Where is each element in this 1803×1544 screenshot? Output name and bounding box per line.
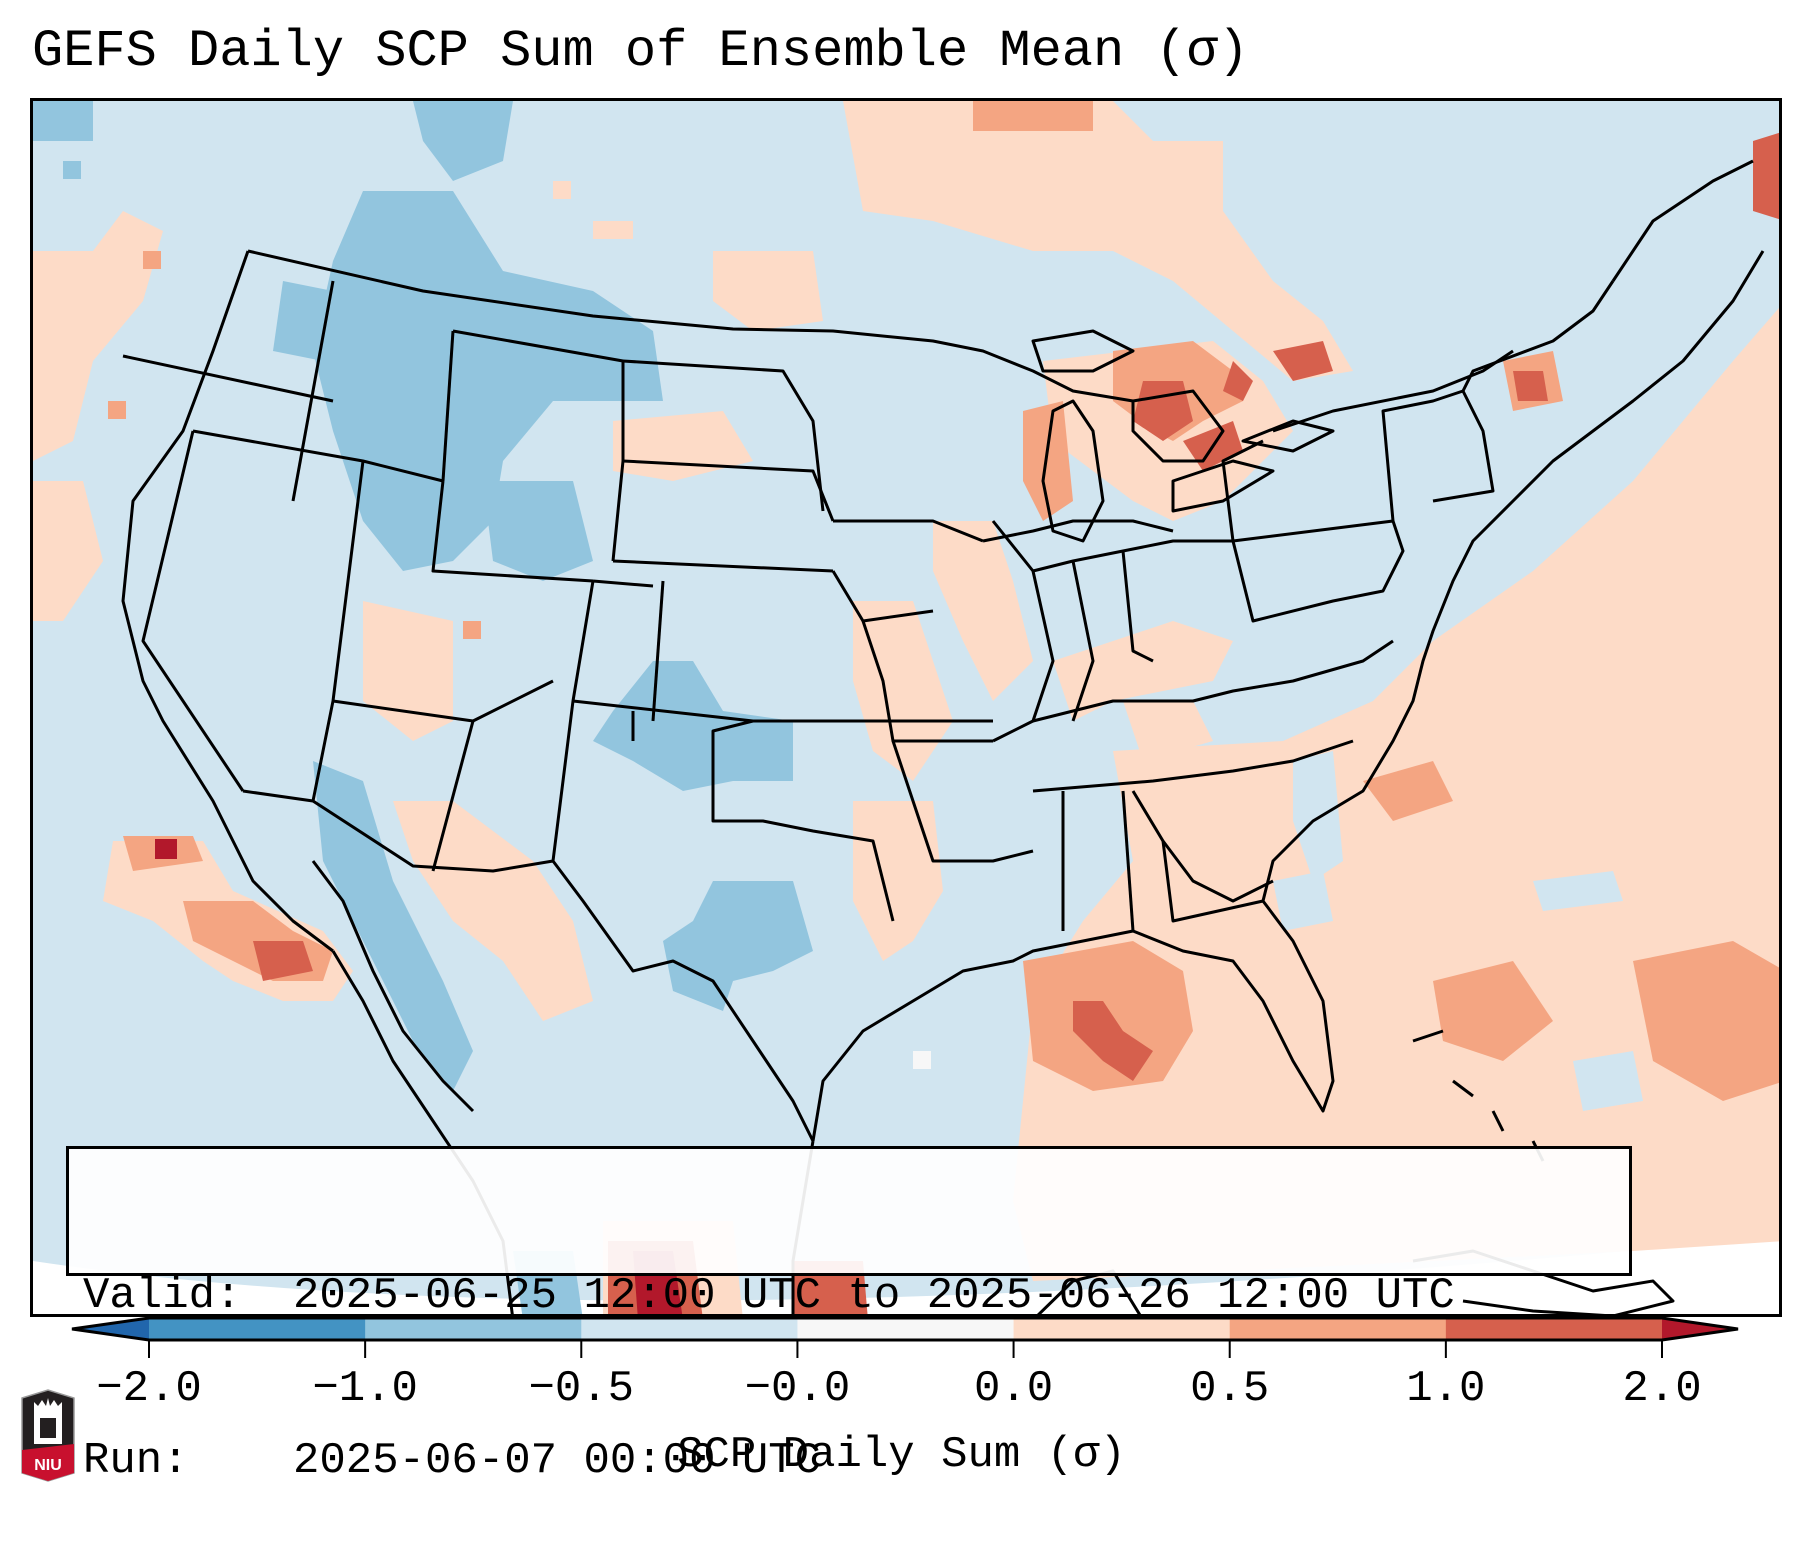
patch-neg: [63, 161, 81, 179]
patch-neg: [273, 281, 333, 361]
colorbar-tick-label: −0.0: [744, 1364, 851, 1414]
colorbar-bin: [581, 1318, 798, 1340]
run-label: Run:: [83, 1436, 189, 1486]
logo-battlements: [34, 1398, 62, 1410]
logo-shield-bottom: [22, 1444, 74, 1481]
colorbar-extend-min: [72, 1318, 149, 1340]
patch-pos: [1363, 761, 1453, 821]
patch-pos: [973, 101, 1093, 131]
patch-neg: [313, 761, 473, 1091]
patch-pos: [1753, 132, 1779, 220]
patch-neg: [593, 661, 793, 791]
patch-neg: [483, 481, 593, 581]
colorbar-tick-label: 2.0: [1622, 1364, 1702, 1414]
run-row: Run: 2025-06-07 00:00 UTC: [83, 1434, 1615, 1489]
map-canvas: [33, 101, 1779, 1314]
colorbar-bin: [1013, 1318, 1231, 1340]
out-of-domain-area: [33, 1236, 1779, 1314]
patch-strong-pos: [155, 839, 177, 859]
valid-label: Valid:: [83, 1271, 242, 1321]
patch-pos: [1133, 381, 1193, 441]
colorbar-tick-label: 1.0: [1406, 1364, 1486, 1414]
lake-huron: [1131, 389, 1225, 463]
patch-pos: [1633, 941, 1779, 1101]
us-mexico-border: [242, 789, 815, 1142]
colorbar-tick-label: 0.5: [1190, 1364, 1270, 1414]
validity-info-box: Valid: 2025-06-25 12:00 UTC to 2025-06-2…: [66, 1146, 1632, 1486]
colorbar: [71, 1316, 1739, 1358]
colorbar-tick-label: −0.5: [528, 1364, 635, 1414]
patch-pos: [1273, 341, 1333, 381]
patch-pos: [933, 521, 1033, 701]
patch-neg: [413, 101, 513, 181]
lake-ontario: [1241, 419, 1335, 453]
lake-erie: [1171, 459, 1275, 513]
colorbar-label: SCP Daily Sum (σ): [677, 1430, 1126, 1480]
logo-text: NIU: [34, 1457, 62, 1474]
patch-pos: [463, 621, 481, 639]
colorbar-bin: [1445, 1318, 1663, 1340]
patch-pos: [853, 601, 953, 781]
patch-pos: [393, 801, 593, 1021]
patch-pos: [713, 251, 823, 331]
colorbar-tick-label: −2.0: [96, 1364, 202, 1414]
valid-value: 2025-06-25 12:00 UTC to 2025-06-26 12:00…: [293, 1271, 1455, 1321]
colorbar-bin: [365, 1318, 582, 1340]
patch-pos: [143, 251, 161, 269]
chart-title: GEFS Daily SCP Sum of Ensemble Mean (σ): [32, 22, 1249, 81]
lake-superior: [1031, 329, 1135, 373]
patch-neg: [1293, 751, 1343, 881]
lake-michigan: [1041, 399, 1105, 543]
valid-row: Valid: 2025-06-25 12:00 UTC to 2025-06-2…: [83, 1269, 1615, 1324]
boundary-lines: [121, 159, 1765, 1314]
west-coastline: [121, 250, 334, 953]
patch-neg: [1273, 871, 1333, 931]
east-gulf-coastline: [811, 250, 1765, 1142]
patch-neg: [1533, 871, 1623, 911]
patch-pos: [1433, 961, 1553, 1061]
patch-pos: [853, 801, 943, 961]
yucatan-coastline: [1037, 1269, 1142, 1314]
patch-pos: [33, 211, 163, 461]
patch-pos: [1023, 401, 1073, 521]
patch-pos: [1073, 1001, 1153, 1081]
logo-window: [40, 1418, 56, 1438]
patch-pos: [108, 401, 126, 419]
patch-pos: [253, 941, 313, 981]
colorbar-bin: [149, 1318, 366, 1340]
colorbar-bin: [797, 1318, 1015, 1340]
gulf-california-coast: [311, 860, 475, 1113]
patch-pos: [843, 101, 1353, 381]
colorbar-extend-max: [1662, 1318, 1738, 1340]
patch-pos: [1123, 701, 1213, 761]
patch-pos: [593, 221, 633, 239]
run-value: 2025-06-07 00:00 UTC: [293, 1436, 822, 1486]
niu-logo: NIU: [21, 1389, 75, 1482]
map-panel: [30, 98, 1782, 1317]
patch-neutral: [913, 1051, 931, 1069]
colorbar-bin: [1229, 1318, 1447, 1340]
anomaly-patches: [33, 101, 1779, 1314]
patch-neg: [1573, 1051, 1643, 1111]
patch-neg: [663, 881, 813, 1011]
us-canada-border: [247, 249, 1134, 403]
colorbar-tick-label: 0.0: [973, 1364, 1054, 1414]
patch-neg: [33, 101, 93, 141]
patch-pos: [1513, 371, 1548, 401]
patch-pos: [33, 481, 103, 621]
colorbar-tick-label: −1.0: [312, 1364, 418, 1414]
patch-pos: [1053, 621, 1233, 721]
patch-pos: [363, 601, 453, 741]
patch-pos: [553, 181, 571, 199]
patch-pos: [1223, 361, 1253, 401]
